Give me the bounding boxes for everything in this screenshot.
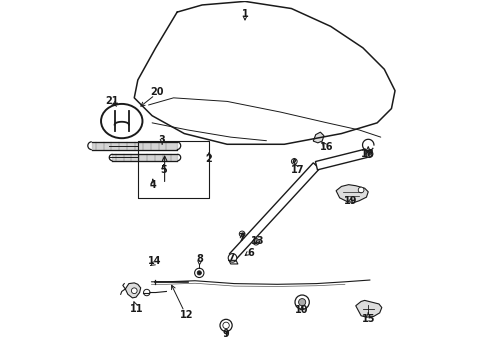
Circle shape (295, 295, 309, 309)
Text: 1: 1 (242, 9, 248, 19)
Circle shape (223, 322, 229, 329)
Text: 4: 4 (149, 180, 156, 190)
Polygon shape (356, 300, 382, 317)
Text: 3: 3 (159, 135, 166, 145)
Text: 5: 5 (160, 165, 167, 175)
Text: 6: 6 (247, 248, 254, 258)
Text: 2: 2 (205, 154, 212, 164)
Text: 12: 12 (180, 310, 193, 320)
Text: 15: 15 (362, 314, 375, 324)
Text: 21: 21 (105, 96, 119, 107)
Text: 16: 16 (319, 142, 333, 152)
Text: 18: 18 (362, 149, 375, 158)
Text: 17: 17 (291, 165, 304, 175)
Polygon shape (229, 163, 319, 260)
Circle shape (298, 298, 306, 306)
Text: 8: 8 (196, 254, 203, 264)
Circle shape (366, 150, 373, 157)
Circle shape (220, 319, 232, 332)
Text: 7: 7 (239, 233, 245, 243)
Text: 13: 13 (251, 237, 264, 247)
Text: 10: 10 (295, 305, 309, 315)
Circle shape (292, 158, 297, 164)
Ellipse shape (101, 104, 143, 138)
Circle shape (195, 268, 204, 278)
Circle shape (197, 271, 201, 275)
Text: 14: 14 (148, 256, 162, 266)
Circle shape (239, 231, 245, 237)
Circle shape (144, 289, 150, 296)
Circle shape (228, 253, 237, 262)
Text: 9: 9 (222, 329, 229, 339)
Circle shape (131, 288, 137, 294)
Circle shape (358, 187, 364, 193)
Polygon shape (313, 132, 324, 143)
Polygon shape (125, 283, 141, 298)
Polygon shape (336, 185, 368, 203)
Text: 19: 19 (344, 197, 358, 206)
Text: 11: 11 (130, 304, 143, 314)
Polygon shape (316, 149, 368, 170)
Text: 20: 20 (151, 87, 164, 98)
